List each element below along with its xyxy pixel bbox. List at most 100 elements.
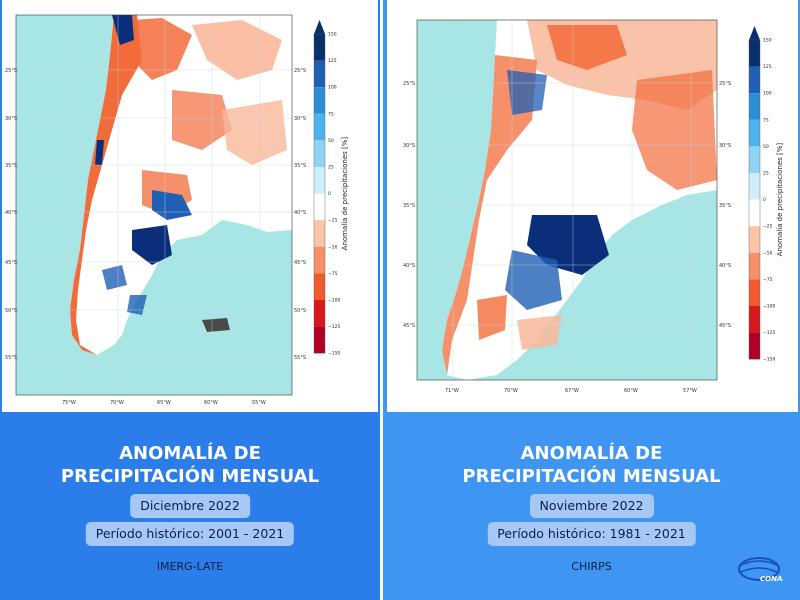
- logo-text: CONAE: [760, 575, 783, 583]
- colorbar-tick-label: 125: [763, 64, 772, 70]
- svg-text:25°S: 25°S: [719, 81, 731, 87]
- svg-text:45°S: 45°S: [719, 323, 731, 329]
- colorbar-tick-label: 100: [328, 85, 337, 91]
- panel-divider: [380, 0, 383, 600]
- svg-text:75°W: 75°W: [62, 400, 76, 406]
- period-badge: Período histórico: 2001 - 2021: [85, 522, 295, 546]
- conae-logo: CONAE: [738, 557, 783, 583]
- colorbar-tick-label: 150: [763, 38, 772, 44]
- period-badge: Período histórico: 1981 - 2021: [487, 522, 696, 546]
- data-source: CHIRPS: [571, 560, 612, 573]
- svg-text:35°S: 35°S: [719, 203, 731, 209]
- panel-title: ANOMALÍA DE PRECIPITACIÓN MENSUAL: [0, 442, 380, 488]
- colorbar-segment: [314, 193, 325, 221]
- svg-text:60°W: 60°W: [624, 388, 638, 394]
- colorbar-tick-label: 150: [328, 32, 337, 38]
- colorbar-tick-label: 25: [763, 171, 769, 177]
- svg-text:71°W: 71°W: [445, 388, 459, 394]
- svg-text:40°S: 40°S: [403, 263, 415, 269]
- colorbar-outline: [313, 33, 326, 354]
- panel-chirps: 25°S 30°S 35°S 40°S 45°S 25°S 30°S 35°S …: [383, 0, 800, 600]
- svg-text:35°S: 35°S: [403, 203, 415, 209]
- svg-text:40°S: 40°S: [719, 263, 731, 269]
- svg-text:55°W: 55°W: [252, 400, 266, 406]
- svg-text:30°S: 30°S: [403, 143, 415, 149]
- land-mass: [70, 15, 292, 355]
- colorbar-tick-label: −50: [328, 244, 338, 250]
- svg-text:70°W: 70°W: [504, 388, 518, 394]
- colorbar-segment: [314, 87, 325, 114]
- map-area-chirps: 25°S 30°S 35°S 40°S 45°S 25°S 30°S 35°S …: [387, 0, 798, 412]
- colorbar-tick-label: −150: [763, 357, 775, 363]
- colorbar-segment: [749, 40, 760, 67]
- colorbar-segment: [749, 199, 760, 227]
- colorbar-extend-arrow: [749, 26, 760, 40]
- svg-text:30°S: 30°S: [719, 143, 731, 149]
- colorbar-segment: [314, 113, 325, 141]
- colorbar-segment: [749, 119, 760, 147]
- svg-text:65°W: 65°W: [157, 400, 171, 406]
- colorbar-tick-label: 75: [328, 111, 334, 117]
- colorbar-segment: [314, 167, 325, 194]
- colorbar-segment: [749, 146, 760, 173]
- colorbar-tick-label: −25: [763, 224, 773, 230]
- colorbar-tick-label: −150: [328, 351, 340, 357]
- colorbar-segment: [314, 326, 325, 354]
- colorbar-segment: [749, 332, 760, 360]
- colorbar-tick-label: −25: [328, 218, 338, 224]
- title-line-2: PRECIPITACIÓN MENSUAL: [60, 466, 320, 487]
- svg-text:50°S: 50°S: [5, 308, 17, 314]
- lon-labels: 71°W 70°W 67°W 60°W 57°W: [445, 388, 697, 394]
- svg-text:35°S: 35°S: [294, 163, 306, 169]
- panel-imerg: 25°S 30°S 35°S 40°S 45°S 50°S 55°S 25°S …: [0, 0, 380, 600]
- colorbar-segment: [314, 60, 325, 88]
- land-mass: [442, 20, 717, 380]
- colorbar-segment: [314, 273, 325, 300]
- panel-title: ANOMALÍA DE PRECIPITACIÓN MENSUAL: [383, 442, 800, 488]
- colorbar-segment: [749, 173, 760, 200]
- colorbar-tick-label: 125: [328, 58, 337, 64]
- colorbar-extend-arrow: [314, 20, 325, 34]
- colorbar-segment: [314, 246, 325, 274]
- svg-text:25°S: 25°S: [5, 68, 17, 74]
- colorbar-segment: [749, 93, 760, 120]
- colorbar-imerg: 150 125 100 75 50 25 0 −25 −50 −75 −100 −125 −150 Ano…: [313, 20, 349, 357]
- title-line-1: ANOMALÍA DE: [520, 443, 663, 464]
- colorbar-label: Anomalía de precipitaciones [%]: [341, 137, 349, 251]
- colorbar-outline: [748, 39, 761, 360]
- svg-text:70°W: 70°W: [110, 400, 124, 406]
- svg-text:30°S: 30°S: [5, 116, 17, 122]
- svg-text:45°S: 45°S: [294, 260, 306, 266]
- svg-text:45°S: 45°S: [5, 260, 17, 266]
- colorbar-label: Anomalía de precipitaciones [%]: [776, 143, 784, 257]
- colorbar-tick-label: 50: [763, 144, 769, 150]
- colorbar-tick-label: 50: [328, 138, 334, 144]
- data-source: IMERG-LATE: [156, 560, 224, 573]
- colorbar-tick-label: 0: [328, 191, 331, 197]
- lat-labels-left: 25°S 30°S 35°S 40°S 45°S: [403, 81, 415, 329]
- svg-text:25°S: 25°S: [403, 81, 415, 87]
- colorbar-chirps: 150 125 100 75 50 25 0 −25 −50 −75 −100 −125 −150 Ano…: [748, 26, 784, 363]
- svg-text:40°S: 40°S: [294, 210, 306, 216]
- colorbar-tick-label: 75: [763, 117, 769, 123]
- svg-text:57°W: 57°W: [683, 388, 697, 394]
- colorbar-tick-label: −75: [328, 271, 338, 277]
- colorbar-segment: [749, 226, 760, 253]
- svg-text:30°S: 30°S: [294, 116, 306, 122]
- anomaly-map-chirps: 25°S 30°S 35°S 40°S 45°S 25°S 30°S 35°S …: [403, 19, 784, 394]
- title-line-1: ANOMALÍA DE: [119, 443, 261, 464]
- colorbar-tick-label: −75: [763, 277, 773, 283]
- colorbar-segment: [749, 306, 760, 333]
- svg-text:40°S: 40°S: [5, 210, 17, 216]
- title-line-2: PRECIPITACIÓN MENSUAL: [462, 466, 721, 487]
- month-badge: Noviembre 2022: [529, 494, 654, 518]
- lat-labels-left: 25°S 30°S 35°S 40°S 45°S 50°S 55°S: [5, 68, 17, 361]
- lat-labels-right: 25°S 30°S 35°S 40°S 45°S: [719, 81, 731, 329]
- svg-text:25°S: 25°S: [294, 68, 306, 74]
- colorbar-segment: [314, 140, 325, 167]
- colorbar-tick-label: −100: [763, 304, 775, 310]
- lon-labels: 75°W 70°W 65°W 60°W 55°W: [62, 400, 266, 406]
- colorbar-segment: [314, 220, 325, 247]
- graticule: [16, 15, 292, 395]
- month-badge: Diciembre 2022: [130, 494, 250, 518]
